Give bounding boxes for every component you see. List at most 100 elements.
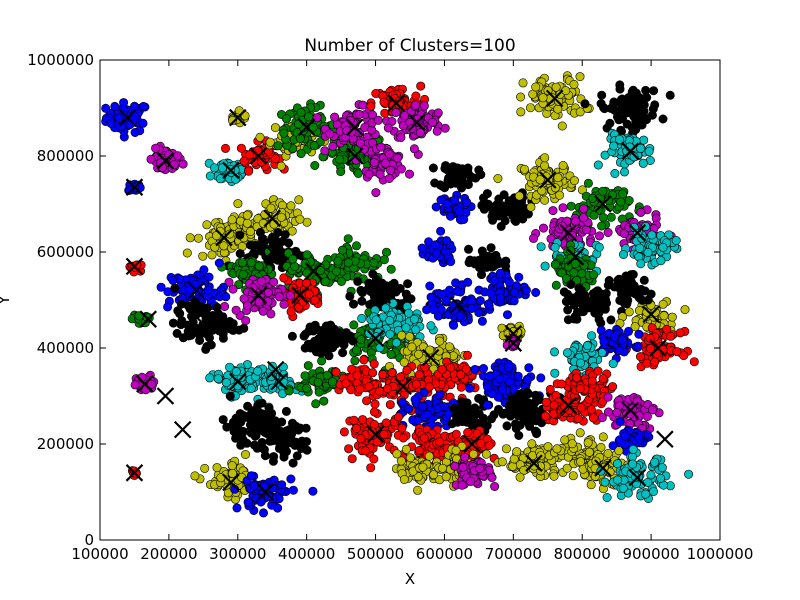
data-point bbox=[540, 195, 550, 205]
data-point bbox=[195, 329, 205, 339]
data-point bbox=[116, 121, 126, 131]
data-point bbox=[245, 150, 255, 160]
data-point bbox=[370, 281, 380, 291]
data-point bbox=[225, 229, 235, 239]
data-point bbox=[609, 141, 619, 151]
data-point bbox=[619, 167, 629, 177]
data-point bbox=[666, 331, 676, 341]
data-point bbox=[359, 355, 369, 365]
data-point bbox=[593, 160, 603, 170]
data-point bbox=[598, 374, 608, 384]
data-point bbox=[415, 128, 425, 138]
data-point bbox=[343, 234, 353, 244]
data-point bbox=[577, 269, 587, 279]
data-point bbox=[320, 146, 330, 156]
data-point bbox=[385, 315, 395, 325]
data-point bbox=[612, 459, 622, 469]
data-point bbox=[413, 349, 423, 359]
data-point bbox=[635, 243, 645, 253]
data-point bbox=[575, 428, 585, 438]
data-point bbox=[409, 144, 419, 154]
data-point bbox=[227, 215, 237, 225]
data-point bbox=[512, 447, 522, 457]
data-point bbox=[241, 449, 251, 459]
data-point bbox=[183, 301, 193, 311]
data-point bbox=[221, 143, 231, 153]
data-point bbox=[550, 260, 560, 270]
data-point bbox=[519, 164, 529, 174]
data-point bbox=[462, 197, 472, 207]
data-point bbox=[515, 420, 525, 430]
data-point bbox=[468, 449, 478, 459]
data-point bbox=[624, 307, 634, 317]
data-point bbox=[504, 277, 514, 287]
data-point bbox=[675, 328, 685, 338]
data-point bbox=[475, 464, 485, 474]
data-point bbox=[357, 313, 367, 323]
data-point bbox=[536, 373, 546, 383]
data-point bbox=[139, 102, 149, 112]
data-point bbox=[534, 392, 544, 402]
data-point bbox=[279, 452, 289, 462]
data-point bbox=[246, 471, 256, 481]
data-point bbox=[573, 413, 583, 423]
data-point bbox=[465, 383, 475, 393]
data-point bbox=[236, 143, 246, 153]
data-point bbox=[205, 171, 215, 181]
data-point bbox=[233, 199, 243, 209]
data-point bbox=[214, 258, 224, 268]
data-point bbox=[285, 290, 295, 300]
data-point bbox=[375, 169, 385, 179]
data-point bbox=[576, 457, 586, 467]
data-point bbox=[225, 391, 235, 401]
data-point bbox=[422, 410, 432, 420]
data-point bbox=[647, 230, 657, 240]
data-point bbox=[199, 265, 209, 275]
data-point bbox=[185, 233, 195, 243]
data-point bbox=[447, 171, 457, 181]
data-point bbox=[315, 265, 325, 275]
data-point bbox=[320, 277, 330, 287]
data-point bbox=[557, 379, 567, 389]
data-point bbox=[606, 315, 616, 325]
data-point bbox=[558, 203, 568, 213]
data-point bbox=[175, 309, 185, 319]
data-point bbox=[457, 178, 467, 188]
data-point bbox=[258, 508, 268, 518]
data-point bbox=[540, 161, 550, 171]
data-point bbox=[168, 318, 178, 328]
data-point bbox=[254, 261, 264, 271]
data-point bbox=[364, 169, 374, 179]
data-point bbox=[608, 359, 618, 369]
data-point bbox=[599, 104, 609, 114]
data-point bbox=[281, 406, 291, 416]
data-point bbox=[314, 387, 324, 397]
data-point bbox=[396, 456, 406, 466]
data-point bbox=[379, 97, 389, 107]
data-point bbox=[594, 231, 604, 241]
data-point bbox=[383, 123, 393, 133]
data-point bbox=[575, 384, 585, 394]
data-point bbox=[242, 301, 252, 311]
data-point bbox=[490, 481, 500, 491]
data-point bbox=[215, 174, 225, 184]
data-point bbox=[310, 161, 320, 171]
data-point bbox=[550, 243, 560, 253]
data-point bbox=[569, 79, 579, 89]
data-point bbox=[266, 309, 276, 319]
data-point bbox=[411, 100, 421, 110]
data-point bbox=[163, 302, 173, 312]
data-point bbox=[200, 307, 210, 317]
data-point bbox=[412, 415, 422, 425]
data-point bbox=[648, 104, 658, 114]
data-point bbox=[411, 379, 421, 389]
data-point bbox=[397, 423, 407, 433]
data-point bbox=[483, 299, 493, 309]
data-point bbox=[433, 108, 443, 118]
data-point bbox=[203, 285, 213, 295]
data-point bbox=[253, 400, 263, 410]
data-point bbox=[385, 329, 395, 339]
data-point bbox=[614, 446, 624, 456]
data-point bbox=[541, 397, 551, 407]
data-point bbox=[560, 435, 570, 445]
